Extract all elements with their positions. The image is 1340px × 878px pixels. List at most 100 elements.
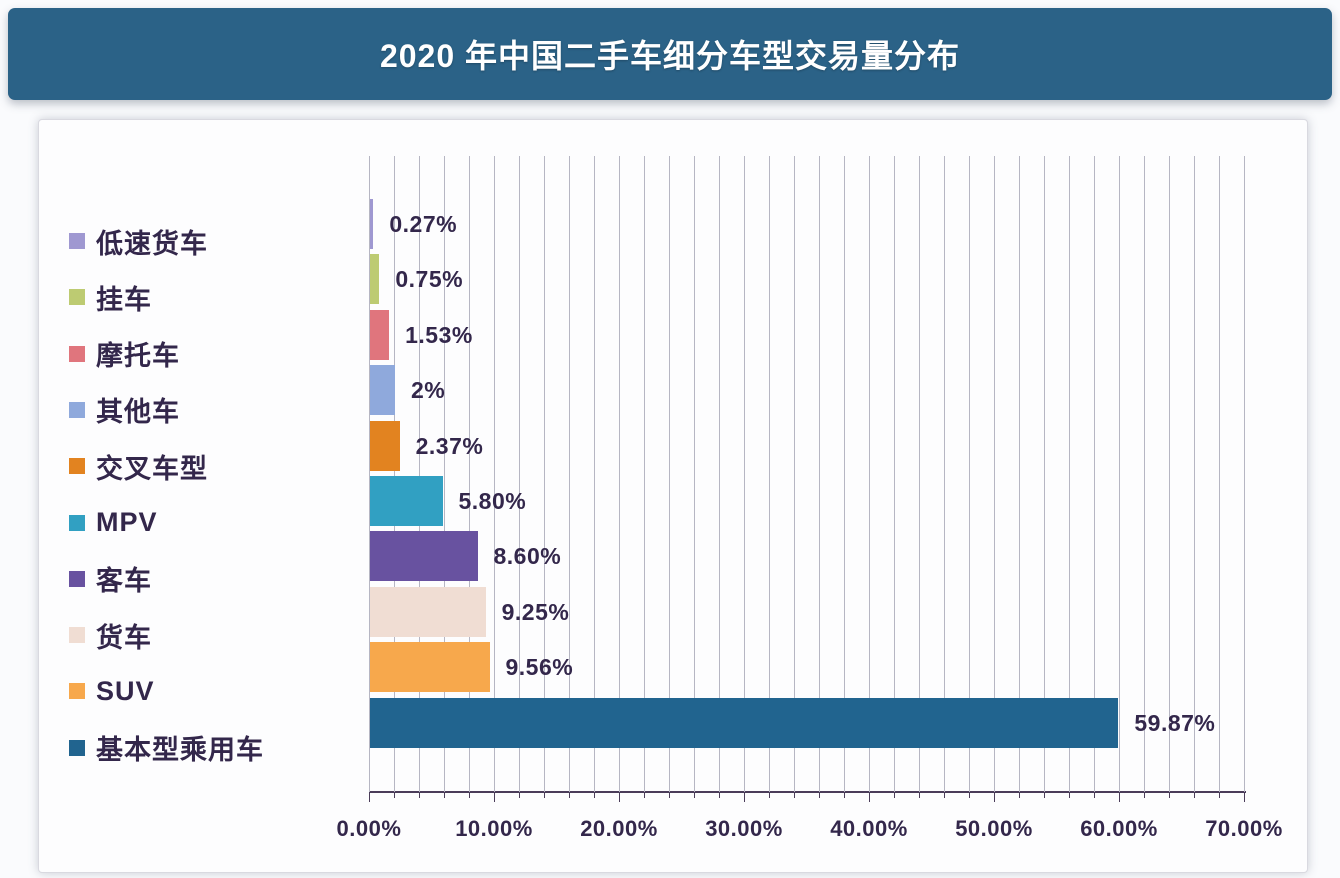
gridline: [969, 156, 970, 792]
legend-swatch: [69, 401, 85, 418]
title-banner: 2020 年中国二手车细分车型交易量分布: [8, 8, 1332, 100]
x-axis-tick: [794, 792, 795, 798]
x-axis-tick: [1144, 792, 1145, 798]
chart-card: 低速货车 挂车 摩托车 其他车 交叉车型 MPV 客车 货车 SUV 基本型乘用车 0.27% 0.…: [38, 119, 1308, 873]
bar-value-label: 9.56%: [505, 654, 574, 681]
x-axis-tick: [719, 792, 720, 798]
x-axis-tick-label: 50.00%: [955, 816, 1033, 841]
x-axis-tick: [769, 792, 770, 798]
legend-swatch: [69, 345, 85, 362]
x-axis-tick: [694, 792, 695, 798]
x-axis-tick: [669, 792, 670, 798]
gridline: [1219, 156, 1220, 792]
x-axis-tick-label: 20.00%: [580, 816, 658, 841]
gridline: [919, 156, 920, 792]
x-axis-tick: [1119, 792, 1120, 802]
legend-swatch: [69, 289, 85, 306]
x-axis-tick: [1094, 792, 1095, 798]
x-axis-tick-label: 10.00%: [455, 816, 533, 841]
legend-swatch: [69, 683, 85, 700]
x-axis-tick: [1219, 792, 1220, 798]
legend-swatch: [69, 739, 85, 756]
x-axis-tick: [969, 792, 970, 798]
x-axis-tick: [1019, 792, 1020, 798]
gridline: [694, 156, 695, 792]
gridline: [1144, 156, 1145, 792]
gridline: [1019, 156, 1020, 792]
gridline: [644, 156, 645, 792]
gridline: [869, 156, 870, 792]
x-axis-tick-label: 0.00%: [336, 816, 402, 841]
gridline: [394, 156, 395, 792]
x-axis-tick: [394, 792, 395, 798]
legend-item-客车: 客车: [69, 564, 152, 596]
legend-label: MPV: [96, 507, 158, 537]
gridline: [1244, 156, 1245, 792]
bar-摩托车: [370, 309, 390, 360]
legend-item-货车: 货车: [69, 620, 152, 653]
gridline: [894, 156, 895, 792]
legend-label: SUV: [96, 675, 155, 706]
gridline: [769, 156, 770, 792]
x-axis-tick: [544, 792, 545, 798]
x-axis-tick: [569, 792, 570, 798]
legend-label: 客车: [96, 566, 152, 597]
bar-SUV: [370, 642, 490, 693]
gridline: [744, 156, 745, 792]
legend-item-MPV: MPV: [69, 507, 158, 538]
x-axis-tick: [369, 792, 370, 802]
legend-label: 其他车: [96, 397, 180, 428]
gridline: [819, 156, 820, 792]
x-axis-tick: [619, 792, 620, 802]
x-axis-tick: [894, 792, 895, 798]
legend-label: 货车: [96, 622, 152, 653]
gridline: [794, 156, 795, 792]
bar-挂车: [370, 254, 380, 305]
gridline: [494, 156, 495, 792]
bar-货车: [370, 586, 486, 637]
x-axis-tick: [1069, 792, 1070, 798]
gridline: [844, 156, 845, 792]
x-axis-tick: [444, 792, 445, 798]
bar-value-label: 59.87%: [1134, 709, 1216, 736]
gridline: [994, 156, 995, 792]
bar-交叉车型: [370, 420, 400, 471]
gridline: [1169, 156, 1170, 792]
bar-value-label: 9.25%: [501, 598, 570, 625]
legend-label: 摩托车: [96, 341, 180, 372]
gridline: [419, 156, 420, 792]
gridline: [719, 156, 720, 792]
x-axis-tick: [844, 792, 845, 798]
legend-item-交叉车型: 交叉车型: [69, 451, 208, 484]
x-axis-line: [369, 791, 1246, 793]
legend-swatch: [69, 627, 85, 644]
chart-title: 2020 年中国二手车细分车型交易量分布: [379, 38, 961, 74]
bar-客车: [370, 531, 478, 582]
bar-value-label: 8.60%: [493, 543, 562, 570]
gridline: [619, 156, 620, 792]
x-axis-tick: [494, 792, 495, 802]
x-axis-tick-label: 70.00%: [1205, 816, 1283, 841]
gridline: [594, 156, 595, 792]
x-axis-tick: [1044, 792, 1045, 798]
legend-item-低速货车: 低速货车: [69, 226, 208, 259]
legend-swatch: [69, 233, 85, 249]
bar-其他车: [370, 365, 395, 416]
gridline: [1119, 156, 1120, 792]
x-axis-tick: [1194, 792, 1195, 798]
gridline: [544, 156, 545, 792]
legend-item-SUV: SUV: [69, 676, 155, 706]
gridline: [469, 156, 470, 792]
x-axis-tick: [519, 792, 520, 798]
legend-item-摩托车: 摩托车: [69, 339, 180, 371]
gridline: [444, 156, 445, 792]
gridline: [1069, 156, 1070, 792]
legend-item-其他车: 其他车: [69, 395, 180, 427]
gridline: [1044, 156, 1045, 792]
x-axis-tick: [419, 792, 420, 798]
x-axis-tick-label: 40.00%: [830, 816, 908, 841]
bar-基本型乘用车: [370, 697, 1119, 748]
x-axis-tick: [594, 792, 595, 798]
x-axis-tick: [744, 792, 745, 802]
